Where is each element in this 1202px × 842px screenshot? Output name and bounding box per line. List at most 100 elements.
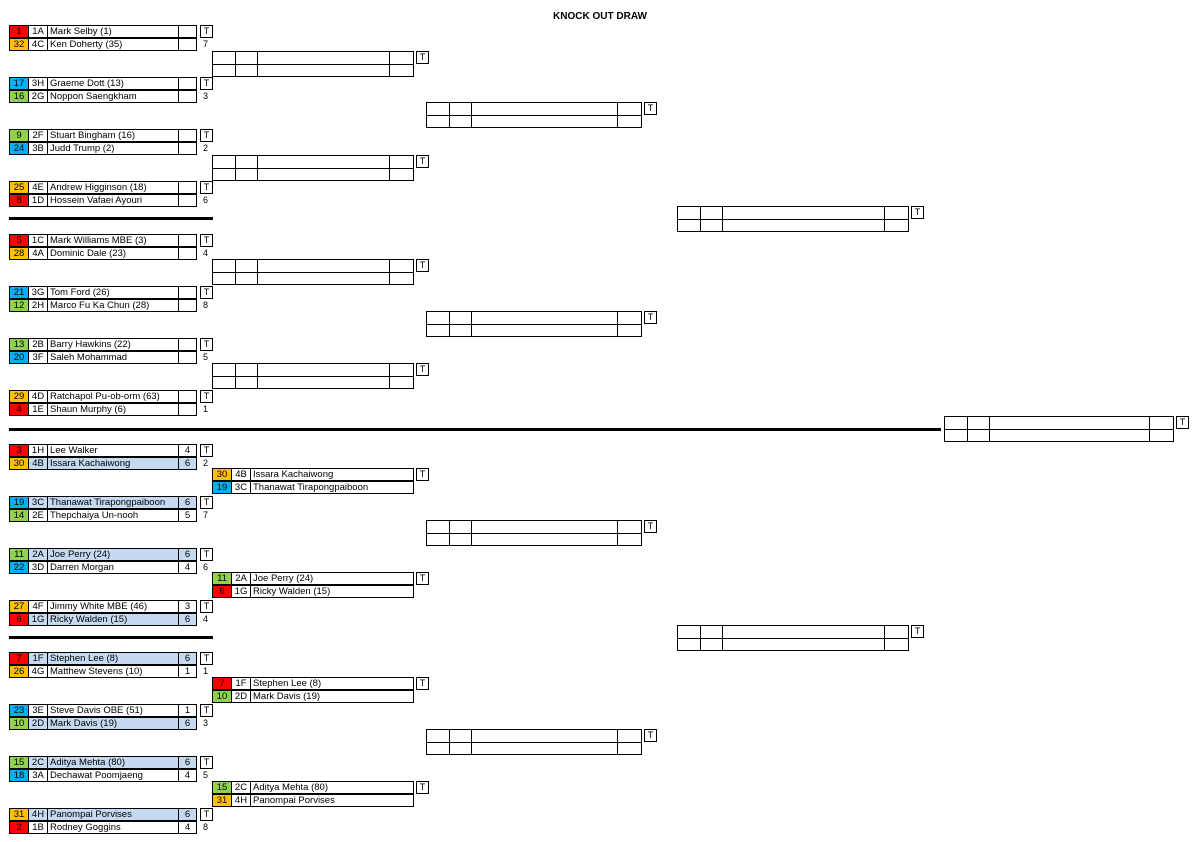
match-player-top: 7 1F Stephen Lee (8) 6 <box>9 652 197 665</box>
player-name: Thanawat Tirapongpaiboon <box>253 482 369 493</box>
table-marker: T <box>1176 416 1189 429</box>
divider-line <box>257 364 258 388</box>
player-name: Shaun Murphy (6) <box>48 404 179 415</box>
player-name: Issara Kachaiwong <box>253 469 334 480</box>
seed-number: 23 <box>10 705 29 716</box>
group-code: 3G <box>29 287 48 298</box>
empty-match <box>426 520 642 546</box>
divider-line <box>213 376 413 377</box>
table-marker: T <box>200 286 213 299</box>
divider-line <box>449 103 450 127</box>
divider-line <box>471 521 472 545</box>
match-player-top: 29 4D Ratchapol Pu-ob-orm (63) <box>9 390 197 403</box>
group-code: 2E <box>29 510 48 521</box>
player-name: Mark Davis (19) <box>48 718 179 729</box>
player-name: Andrew Higginson (18) <box>48 182 179 193</box>
divider-line <box>235 260 236 284</box>
group-code: 1E <box>29 404 48 415</box>
group-code: 1H <box>29 445 48 456</box>
divider-line <box>389 156 390 180</box>
match-player-top: 31 4H Panompai Porvises 6 <box>9 808 197 821</box>
seed-number: 30 <box>213 469 232 480</box>
player-name: Rodney Goggins <box>48 822 179 833</box>
divider-line <box>449 312 450 336</box>
group-code: 3C <box>232 482 251 493</box>
table-marker: T <box>200 25 213 38</box>
match-player-top: 30 4B Issara Kachaiwong <box>212 468 414 481</box>
seed-number: 28 <box>10 248 29 259</box>
divider-line <box>471 312 472 336</box>
player-name: Thanawat Tirapongpaiboon <box>48 497 179 508</box>
score-cell <box>179 78 196 89</box>
group-code: 2A <box>232 573 251 584</box>
group-code: 4F <box>29 601 48 612</box>
group-code: 3D <box>29 562 48 573</box>
seed-number: 6 <box>213 586 232 597</box>
match-player-bottom: 18 3A Dechawat Poomjaeng 4 <box>9 769 197 782</box>
player-name: Jimmy White MBE (46) <box>48 601 179 612</box>
player-name: Mark Selby (1) <box>48 26 179 37</box>
match-player-bottom: 12 2H Marco Fu Ka Chun (28) <box>9 299 197 312</box>
divider-line <box>989 417 990 441</box>
seed-number: 17 <box>10 78 29 89</box>
table-marker: T <box>200 756 213 769</box>
match-player-bottom: 14 2E Thepchaiya Un-nooh 5 <box>9 509 197 522</box>
player-name: Matthew Stevens (10) <box>48 666 179 677</box>
empty-match <box>944 416 1174 442</box>
group-code: 1A <box>29 26 48 37</box>
divider-line <box>700 207 701 231</box>
group-code: 4B <box>232 469 251 480</box>
match-player-top: 3 1H Lee Walker 4 <box>9 444 197 457</box>
divider-line <box>389 260 390 284</box>
table-marker: T <box>416 572 429 585</box>
seed-number: 4 <box>10 404 29 415</box>
score-cell: 4 <box>184 562 191 573</box>
empty-match <box>426 311 642 337</box>
divider-line <box>235 364 236 388</box>
seed-number: 19 <box>213 482 232 493</box>
table-marker: T <box>200 181 213 194</box>
table-number: 4 <box>203 248 209 258</box>
divider-line <box>213 168 413 169</box>
match-player-top: 15 2C Aditya Mehta (80) 6 <box>9 756 197 769</box>
seed-number: 21 <box>10 287 29 298</box>
divider-line <box>722 626 723 650</box>
score-cell <box>179 195 196 206</box>
player-name: Hossein Vafaei Ayouri <box>48 195 179 206</box>
seed-number: 2 <box>10 822 29 833</box>
seed-number: 26 <box>10 666 29 677</box>
table-marker: T <box>416 155 429 168</box>
divider-line <box>884 626 885 650</box>
table-marker: T <box>200 444 213 457</box>
table-number: 5 <box>203 770 209 780</box>
divider-line <box>471 730 472 754</box>
group-code: 4E <box>29 182 48 193</box>
seed-number: 7 <box>10 653 29 664</box>
table-number: 2 <box>203 143 209 153</box>
seed-number: 10 <box>213 691 232 702</box>
group-code: 2C <box>232 782 251 793</box>
group-code: 4H <box>29 809 48 820</box>
group-code: 4H <box>232 795 251 806</box>
empty-match <box>212 155 414 181</box>
player-name: Tom Ford (26) <box>48 287 179 298</box>
score-cell: 6 <box>184 757 191 768</box>
score-cell <box>179 248 196 259</box>
table-marker: T <box>200 129 213 142</box>
table-marker: T <box>200 548 213 561</box>
seed-number: 22 <box>10 562 29 573</box>
divider-line <box>617 730 618 754</box>
table-marker: T <box>200 338 213 351</box>
player-name: Joe Perry (24) <box>253 573 314 584</box>
table-number: 6 <box>203 562 209 572</box>
seed-number: 8 <box>10 195 29 206</box>
separator-line <box>9 636 213 639</box>
player-name: Saleh Mohammad <box>48 352 179 363</box>
player-name: Noppon Saengkham <box>48 91 179 102</box>
divider-line <box>471 103 472 127</box>
match-player-bottom: 16 2G Noppon Saengkham <box>9 90 197 103</box>
score-cell: 6 <box>184 549 191 560</box>
score-cell: 4 <box>184 445 191 456</box>
table-marker: T <box>911 625 924 638</box>
match-player-bottom: 31 4H Panompai Porvises <box>212 794 414 807</box>
